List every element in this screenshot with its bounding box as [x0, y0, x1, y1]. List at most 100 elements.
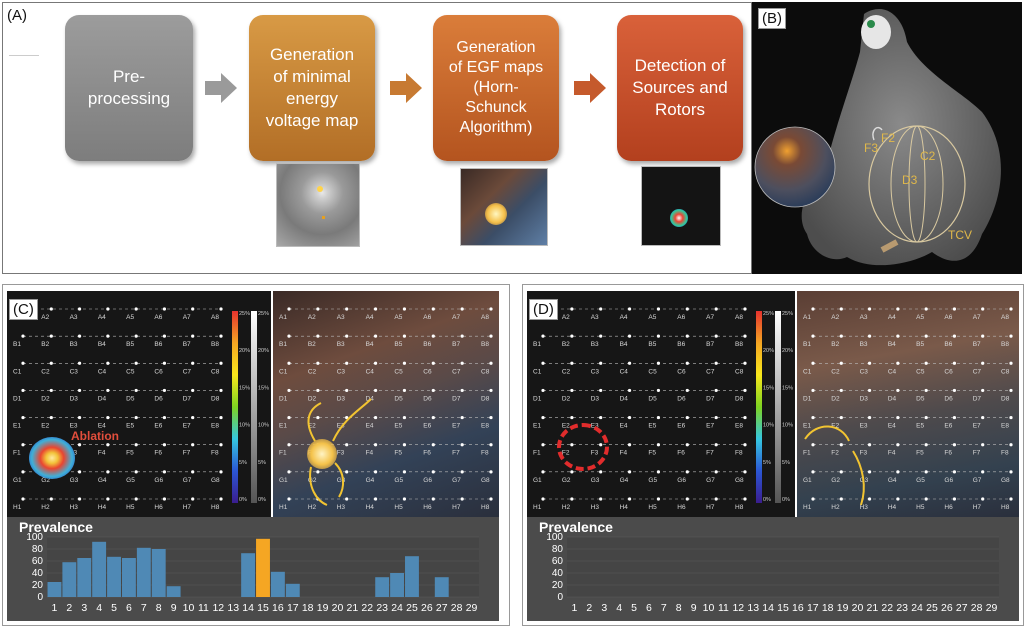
electrode-label: A5 — [916, 314, 924, 321]
electrode-label: H5 — [648, 504, 657, 511]
electrode-label: E2 — [831, 423, 839, 430]
x-tick-label: 10 — [703, 602, 715, 614]
electrode — [627, 497, 632, 501]
electrode — [345, 497, 349, 501]
x-tick-label: 15 — [257, 602, 269, 614]
x-tick-label: 11 — [718, 602, 729, 614]
electrode — [219, 361, 223, 365]
electrode — [981, 307, 985, 311]
y-tick-label: 20 — [32, 580, 44, 591]
electrode-label: A3 — [70, 314, 78, 321]
electrode — [1009, 388, 1013, 393]
tick-label: 5% — [239, 460, 247, 466]
tick-label: 0% — [763, 497, 771, 503]
electrode — [896, 388, 900, 393]
electrode-label: E4 — [888, 423, 896, 430]
electrode-label: F3 — [860, 450, 868, 457]
electrode — [924, 361, 928, 365]
bar — [62, 562, 77, 597]
tick-label: 25% — [239, 311, 250, 317]
electrode-label: D7 — [183, 395, 192, 402]
x-tick-label: 1 — [572, 602, 578, 614]
electrode — [134, 334, 138, 338]
electrode-label: D3 — [860, 395, 869, 402]
electrode — [106, 388, 110, 393]
electrode-label: H4 — [620, 504, 629, 511]
plot-area — [567, 537, 999, 597]
electrode-label: F8 — [481, 450, 489, 457]
tick-label: 25% — [258, 311, 269, 317]
curve-marker — [872, 126, 883, 141]
electrode — [460, 361, 464, 365]
electrode-label: B3 — [337, 341, 345, 348]
electrode-label: B8 — [211, 341, 219, 348]
electrode — [134, 470, 138, 474]
electrode — [924, 415, 928, 420]
electrode-grid: A1A2A3A4A5A6A7A8B1B2B3B4B5B6B7B8C1C2C3C4… — [533, 307, 747, 511]
electrode-label: H4 — [366, 504, 375, 511]
electrode-label: F7 — [706, 450, 714, 457]
electrode — [743, 334, 747, 338]
electrode-label: B4 — [620, 341, 628, 348]
electrode — [49, 415, 53, 420]
electrode-label: E5 — [126, 423, 134, 430]
electrode-label: C1 — [533, 368, 542, 375]
electrode — [316, 307, 320, 311]
electrode-label: A7 — [452, 314, 460, 321]
electrode-label: E1 — [13, 423, 21, 430]
electrode-label: H3 — [591, 504, 600, 511]
electrode-label: F4 — [620, 450, 628, 457]
electrode-label: F5 — [126, 450, 134, 457]
electrode — [134, 361, 138, 365]
electrode-label: B5 — [648, 341, 656, 348]
detection-thumbnail — [641, 166, 721, 246]
x-tick-label: 19 — [837, 602, 849, 614]
x-tick-label: 24 — [391, 602, 403, 614]
bar — [390, 573, 405, 597]
electrode-label: G2 — [562, 477, 571, 484]
electrode-label: C3 — [860, 368, 869, 375]
electrode — [1009, 307, 1013, 311]
electrode — [811, 443, 815, 447]
electrode-label: D7 — [706, 395, 715, 402]
electrode — [219, 415, 223, 420]
electrode-label: H6 — [944, 504, 953, 511]
electrode — [21, 415, 25, 420]
x-tick-label: 20 — [332, 602, 344, 614]
electrode — [981, 415, 985, 420]
tick-label: 15% — [239, 385, 250, 391]
electrode-label: G6 — [154, 477, 163, 484]
electrode-label: B8 — [481, 341, 489, 348]
arrow-icon — [852, 450, 865, 506]
electrode-label: E6 — [944, 423, 952, 430]
tick-label: 5% — [763, 460, 771, 466]
y-tick-label: 100 — [26, 532, 43, 543]
voltage-map-thumbnail — [276, 163, 360, 247]
arrow-icon — [307, 402, 322, 442]
x-tick-label: 25 — [926, 602, 938, 614]
x-tick-label: 22 — [881, 602, 893, 614]
electrode — [541, 388, 545, 393]
electrode — [656, 361, 661, 365]
electrode — [49, 307, 53, 311]
electrode — [287, 443, 291, 447]
electrode — [839, 415, 843, 420]
electrode — [316, 415, 320, 420]
bar — [136, 547, 151, 597]
electrode-label: D2 — [308, 395, 317, 402]
chart-title: Prevalence — [19, 519, 93, 535]
electrode — [316, 388, 320, 393]
electrode — [743, 415, 747, 420]
x-tick-label: 26 — [421, 602, 433, 614]
catheter-head — [861, 15, 891, 49]
electrode-label: F1 — [13, 450, 21, 457]
electrode — [21, 361, 25, 365]
electrode-label: D5 — [648, 395, 657, 402]
electrode — [981, 497, 985, 501]
electrode — [743, 443, 747, 447]
step-detection: Detection of Sources and Rotors — [617, 15, 743, 161]
electrode-label: C4 — [366, 368, 375, 375]
electrode — [345, 361, 349, 365]
step-min-energy-map: Generation of minimal energy voltage map — [249, 15, 375, 161]
